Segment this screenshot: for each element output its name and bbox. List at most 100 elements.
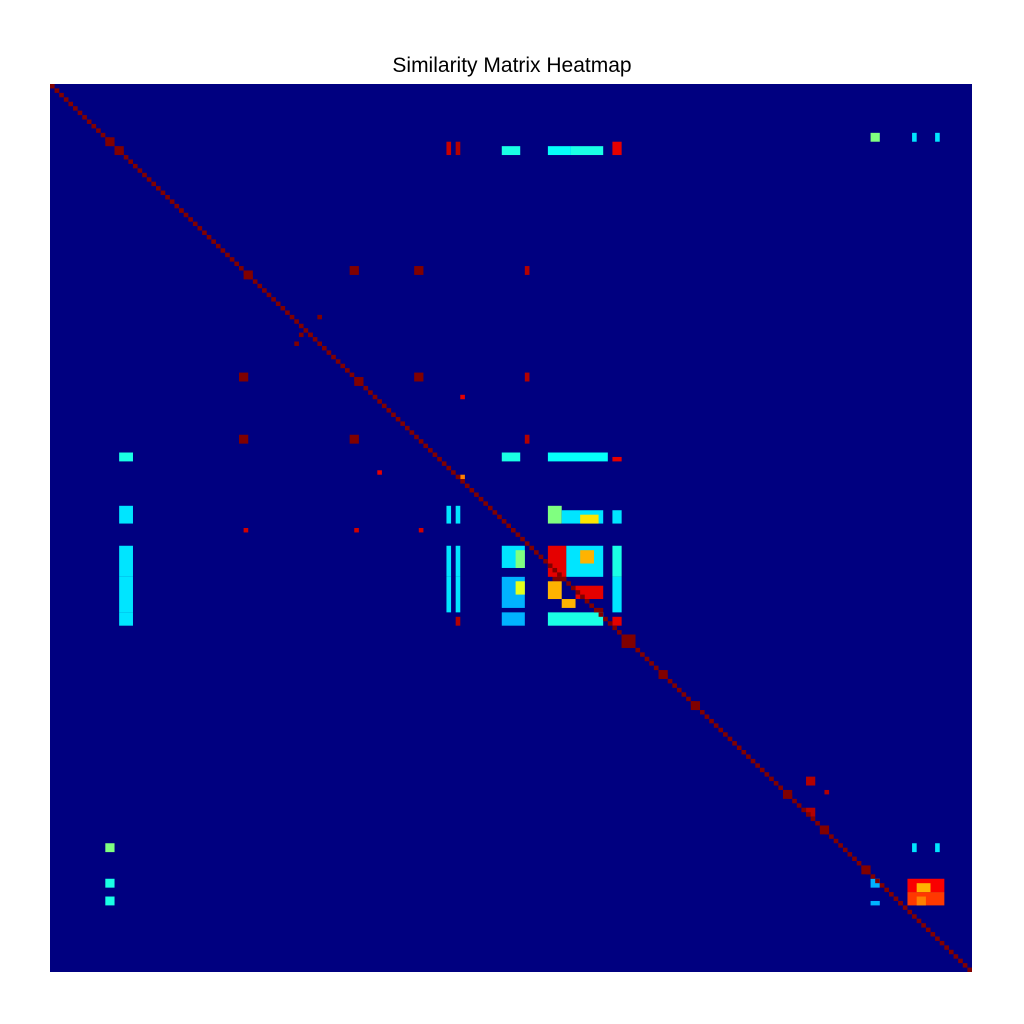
heatmap-cell-block	[239, 434, 249, 444]
heatmap-cell-diagonal	[829, 834, 834, 839]
heatmap-cell-diagonal	[160, 190, 166, 195]
heatmap-cell-diagonal	[68, 101, 74, 107]
heatmap-cell-diagonal	[889, 892, 894, 897]
heatmap-cell-diagonal	[736, 745, 742, 750]
heatmap-cell-block	[515, 550, 525, 568]
heatmap-cell-diagonal	[865, 869, 871, 875]
heatmap-cell-diagonal	[764, 772, 770, 777]
heatmap-cell-block	[119, 545, 133, 577]
heatmap-cell-diagonal	[280, 306, 286, 311]
heatmap-cell-diagonal	[335, 359, 341, 364]
heatmap-cell-diagonal	[331, 354, 336, 360]
heatmap-cell-diagonal	[870, 874, 876, 879]
heatmap-cell-diagonal	[635, 647, 641, 653]
heatmap-cell-diagonal	[801, 807, 807, 813]
heatmap-cell-block	[570, 146, 604, 156]
heatmap-cell-diagonal	[709, 718, 714, 724]
heatmap-cell-diagonal	[741, 750, 747, 755]
heatmap-cell-diagonal	[183, 212, 189, 218]
heatmap-cell-diagonal	[598, 612, 604, 617]
heatmap-cell-diagonal	[538, 554, 544, 560]
heatmap-cell-diagonal	[506, 523, 511, 528]
heatmap-cell-block	[239, 372, 249, 382]
heatmap-cell-diagonal	[211, 239, 216, 244]
heatmap-cell-diagonal	[179, 208, 184, 213]
heatmap-cell-diagonal	[197, 226, 203, 231]
heatmap-cell-diagonal	[340, 363, 346, 369]
heatmap-cell-diagonal	[617, 630, 622, 635]
heatmap-cell-diagonal	[455, 474, 461, 480]
heatmap-cell-diagonal	[437, 456, 442, 462]
heatmap-cell-diagonal	[515, 532, 521, 537]
heatmap-cell-block	[243, 528, 249, 533]
heatmap-cell-block	[907, 892, 945, 906]
heatmap-cell-diagonal	[386, 408, 392, 413]
heatmap-cell-diagonal	[202, 230, 207, 235]
heatmap-cell-diagonal	[727, 736, 733, 742]
heatmap-cell-diagonal	[285, 310, 290, 315]
heatmap-cell-block	[806, 776, 816, 786]
heatmap-cell-diagonal	[796, 803, 802, 808]
heatmap-cell-diagonal	[630, 643, 636, 648]
heatmap-cell-diagonal	[626, 639, 631, 644]
heatmap-cell-block	[524, 434, 530, 444]
heatmap-cell-block	[414, 372, 424, 382]
heatmap-cell-diagonal	[838, 843, 843, 848]
heatmap-cell-diagonal	[119, 150, 124, 156]
heatmap-cell-diagonal	[856, 861, 862, 866]
heatmap-cell-diagonal	[257, 283, 263, 289]
heatmap-cell-block	[446, 545, 452, 577]
heatmap-cell-block	[916, 883, 931, 893]
heatmap-cell-diagonal	[732, 741, 737, 746]
heatmap-cell-block	[119, 452, 133, 462]
heatmap-cell-diagonal	[451, 470, 456, 475]
heatmap-cell-block	[912, 132, 917, 142]
heatmap-cell-diagonal	[363, 385, 369, 391]
heatmap-cell-diagonal	[142, 172, 147, 178]
heatmap-cell-diagonal	[474, 492, 479, 497]
heatmap-cell-diagonal	[861, 865, 866, 870]
heatmap-cell-block	[455, 576, 461, 613]
heatmap-cell-diagonal	[912, 914, 917, 919]
heatmap-cell-diagonal	[958, 958, 963, 964]
heatmap-cell-diagonal	[100, 132, 106, 138]
heatmap-cell-block	[501, 452, 521, 462]
heatmap-cell-diagonal	[690, 701, 696, 706]
heatmap-cell-diagonal	[704, 714, 710, 719]
heatmap-cell-diagonal	[511, 528, 516, 533]
heatmap-cell-diagonal	[649, 661, 654, 666]
heatmap-cell-diagonal	[939, 940, 945, 946]
heatmap-cell-diagonal	[700, 710, 705, 715]
heatmap-cell-diagonal	[298, 323, 304, 329]
heatmap-cell-diagonal	[543, 559, 548, 564]
heatmap-cell-diagonal	[239, 266, 244, 271]
heatmap-cell-diagonal	[368, 390, 373, 395]
heatmap-cell-diagonal	[658, 670, 664, 675]
heatmap-cell-diagonal	[948, 949, 954, 955]
heatmap-cell-diagonal	[723, 732, 728, 737]
heatmap-cell-diagonal	[898, 900, 903, 906]
heatmap-cell-diagonal	[787, 794, 793, 799]
heatmap-cell-block	[460, 474, 465, 480]
heatmap-cell-block	[916, 896, 926, 906]
heatmap-cell-diagonal	[681, 692, 687, 697]
heatmap-cell-block	[119, 612, 133, 626]
heatmap-cell-block	[119, 576, 133, 613]
heatmap-cell-diagonal	[676, 687, 682, 693]
heatmap-cell-diagonal	[640, 652, 645, 657]
heatmap-cell-diagonal	[792, 798, 797, 804]
heatmap-cell-diagonal	[86, 119, 92, 124]
heatmap-cell-diagonal	[252, 279, 258, 284]
heatmap-cell-diagonal	[621, 634, 627, 639]
heatmap-cell-diagonal	[935, 936, 940, 941]
heatmap-cell-diagonal	[156, 186, 161, 191]
heatmap-cell-block	[547, 452, 608, 462]
heatmap-cell-block	[460, 394, 465, 400]
heatmap-cell-block	[524, 372, 530, 382]
heatmap-cell-diagonal	[114, 146, 120, 151]
heatmap-cell-diagonal	[773, 781, 779, 786]
heatmap-cell-diagonal	[192, 221, 198, 227]
heatmap-cell-diagonal	[432, 452, 438, 457]
heatmap-cell-diagonal	[769, 776, 774, 782]
heatmap-cell-diagonal	[686, 696, 691, 702]
